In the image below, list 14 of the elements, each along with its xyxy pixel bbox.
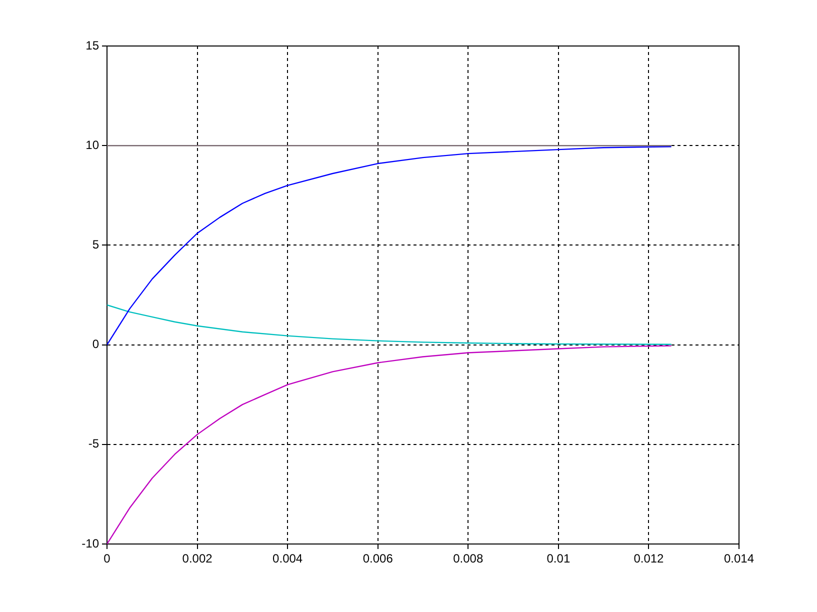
y-tick-label: 10 <box>86 138 100 152</box>
x-tick-label: 0.002 <box>182 552 213 566</box>
y-tick-label: 15 <box>86 38 100 52</box>
y-tick-label: 0 <box>92 337 100 352</box>
x-tick-label: 0.006 <box>362 552 394 566</box>
x-tick-label: 0.012 <box>634 552 664 566</box>
y-tick-label: -5 <box>88 436 100 451</box>
y-tick-label: 5 <box>92 238 100 252</box>
x-tick-label: 0.01 <box>546 552 570 566</box>
x-tick-label: 0.004 <box>272 552 303 566</box>
x-tick-label: 0 <box>104 552 111 566</box>
x-tick-label: 0.008 <box>453 552 484 566</box>
x-tick-label: 0.014 <box>724 552 754 566</box>
y-tick-label: -10 <box>82 536 100 550</box>
